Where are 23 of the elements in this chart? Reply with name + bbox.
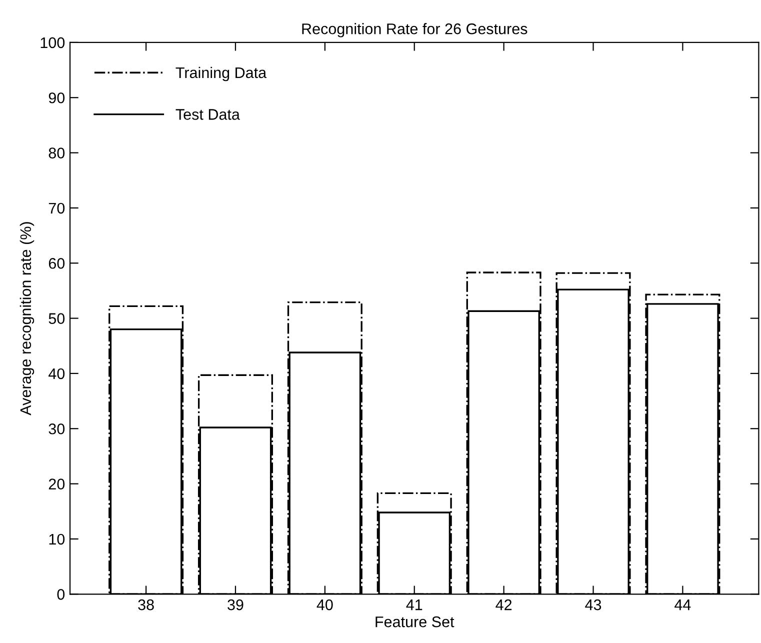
x-tick-label: 42	[496, 599, 512, 610]
y-tick-label: 30	[48, 423, 65, 434]
y-tick-label: 60	[48, 258, 65, 269]
y-axis-title: Average recognition rate (%)	[20, 222, 34, 416]
y-tick-label: 20	[48, 478, 65, 490]
y-tick-label: 10	[49, 534, 65, 545]
y-tick-label: 90	[48, 92, 65, 104]
y-tick-label: 40	[48, 368, 65, 380]
legend-label: Training Data	[176, 66, 267, 82]
x-tick-label: 40	[316, 599, 333, 610]
x-tick-label: 38	[138, 599, 154, 610]
y-tick-label: 100	[40, 37, 65, 48]
y-tick-label: 70	[48, 202, 65, 214]
chart-title: Recognition Rate for 26 Gestures	[302, 23, 528, 38]
x-tick-label: 44	[674, 600, 691, 610]
legend-label: Test Data	[176, 109, 240, 120]
x-tick-label: 43	[585, 599, 602, 610]
y-tick-label: 80	[48, 148, 65, 158]
x-axis-title: Feature Set	[376, 616, 454, 628]
x-tick-label: 41	[406, 600, 422, 610]
x-tick-label: 39	[228, 599, 244, 610]
y-tick-label: 0	[57, 589, 65, 600]
y-tick-label: 50	[48, 313, 65, 324]
